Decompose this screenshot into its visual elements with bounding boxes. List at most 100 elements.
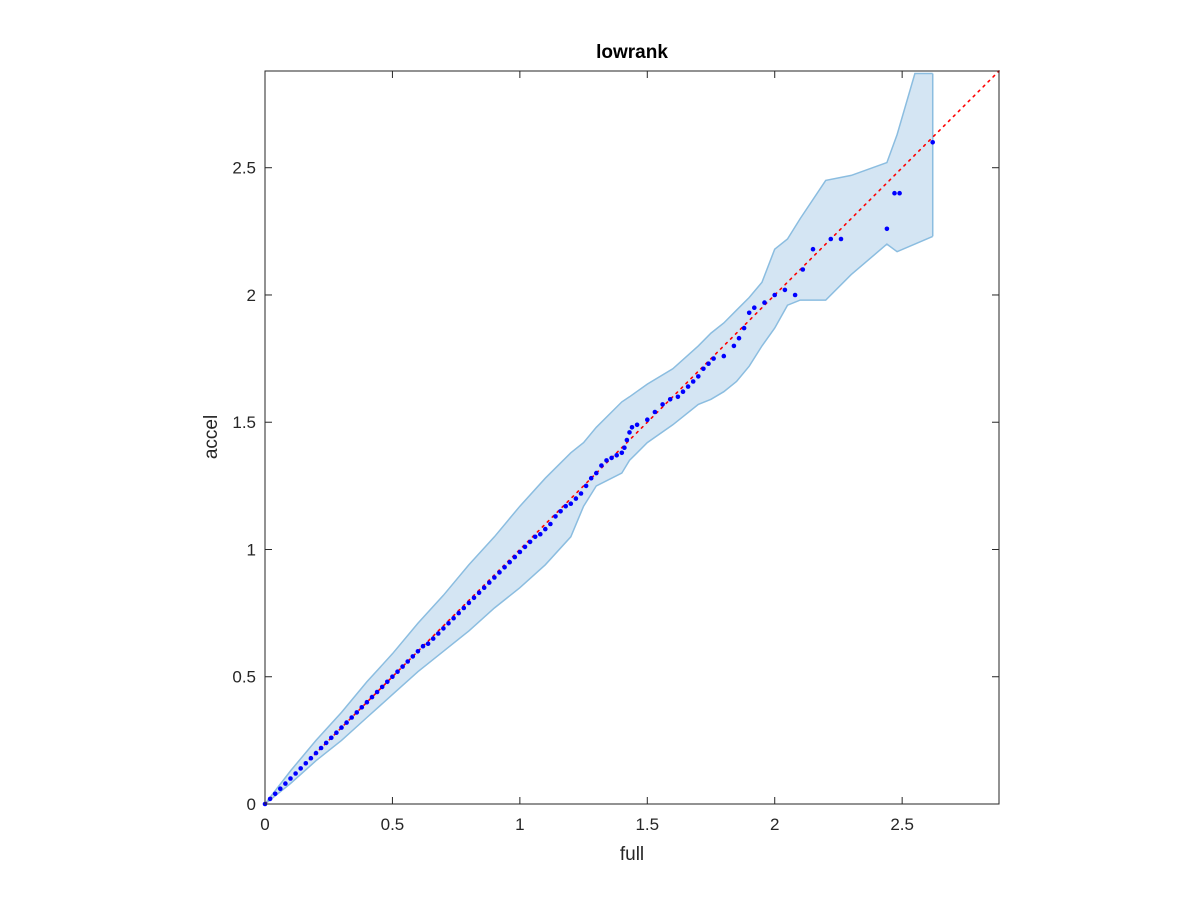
- data-point: [446, 621, 451, 626]
- data-point: [522, 544, 528, 550]
- data-point: [741, 325, 747, 331]
- data-point: [278, 786, 283, 791]
- data-point: [622, 445, 627, 451]
- data-point: [667, 397, 673, 402]
- x-tick-label: 2: [770, 815, 779, 834]
- data-point: [329, 735, 334, 741]
- data-point: [706, 361, 711, 367]
- data-point: [604, 458, 609, 463]
- data-point: [696, 374, 701, 379]
- data-point: [752, 305, 757, 311]
- data-point: [583, 483, 589, 489]
- data-point: [762, 300, 767, 305]
- data-point: [558, 509, 563, 514]
- data-point: [512, 554, 518, 560]
- data-point: [568, 501, 574, 507]
- data-point: [441, 626, 446, 631]
- data-point: [563, 503, 568, 509]
- data-point: [792, 292, 798, 298]
- x-tick-label: 1.5: [635, 815, 659, 834]
- data-point: [711, 356, 716, 361]
- y-tick-label: 0: [247, 795, 256, 814]
- data-point: [308, 755, 314, 761]
- data-point: [379, 684, 385, 690]
- data-point: [675, 394, 681, 400]
- data-point: [288, 776, 293, 781]
- data-point: [410, 654, 416, 659]
- confidence-band: [265, 73, 933, 804]
- data-point: [619, 450, 625, 456]
- data-point: [430, 636, 436, 641]
- data-point: [645, 417, 650, 423]
- data-point: [624, 437, 630, 443]
- data-point: [334, 730, 339, 735]
- data-point: [303, 761, 309, 766]
- data-point: [471, 595, 477, 601]
- data-point: [731, 343, 737, 349]
- x-axis-label: full: [620, 844, 644, 865]
- y-tick-label: 0.5: [232, 668, 256, 687]
- data-point: [897, 190, 902, 196]
- data-point: [614, 453, 619, 458]
- data-point: [594, 470, 599, 476]
- x-tick-label: 0.5: [381, 815, 405, 834]
- data-point: [599, 463, 604, 468]
- data-point: [685, 384, 691, 389]
- data-point: [736, 335, 742, 341]
- reference-line: [264, 70, 1000, 805]
- data-point: [395, 669, 400, 674]
- data-point: [267, 796, 273, 802]
- data-point: [425, 641, 431, 646]
- data-point: [313, 750, 319, 756]
- data-point: [634, 422, 640, 428]
- data-point: [578, 491, 584, 496]
- data-point: [272, 791, 278, 797]
- data-point: [385, 679, 390, 685]
- data-point: [690, 379, 696, 384]
- data-point: [930, 140, 935, 145]
- data-point: [420, 643, 426, 649]
- data-point: [527, 539, 533, 545]
- data-point: [344, 720, 349, 725]
- data-point: [810, 246, 816, 252]
- data-point: [507, 559, 512, 565]
- data-point: [476, 590, 482, 596]
- data-point: [721, 353, 727, 359]
- data-point: [354, 710, 360, 715]
- data-point: [415, 649, 421, 654]
- x-tick-label: 1: [515, 815, 524, 834]
- data-point: [573, 496, 579, 501]
- data-point: [364, 699, 370, 705]
- data-point: [283, 781, 288, 786]
- data-point: [492, 575, 497, 580]
- data-point: [701, 366, 706, 372]
- data-point: [487, 580, 492, 585]
- data-point: [772, 292, 777, 298]
- data-point: [293, 771, 298, 776]
- data-point: [800, 267, 806, 272]
- data-point: [400, 664, 405, 669]
- data-point: [502, 565, 507, 570]
- data-point: [652, 409, 658, 415]
- x-tick-label: 2.5: [890, 815, 914, 834]
- data-point: [828, 236, 834, 242]
- data-point: [548, 521, 553, 527]
- data-point: [298, 766, 304, 771]
- x-tick-label: 0: [260, 815, 269, 834]
- band-upper-edge: [264, 72, 933, 805]
- data-point: [538, 531, 543, 537]
- data-point: [660, 402, 665, 407]
- data-point: [369, 694, 375, 700]
- data-point: [451, 615, 456, 621]
- y-tick-label: 1: [247, 540, 256, 559]
- data-point: [390, 674, 395, 679]
- data-point: [746, 310, 752, 316]
- data-point: [609, 455, 614, 461]
- band-lower-edge: [264, 235, 933, 805]
- data-point: [497, 570, 502, 575]
- data-point: [782, 287, 788, 293]
- data-point: [892, 190, 897, 196]
- y-axis-label: accel: [201, 415, 222, 459]
- data-point: [359, 705, 365, 710]
